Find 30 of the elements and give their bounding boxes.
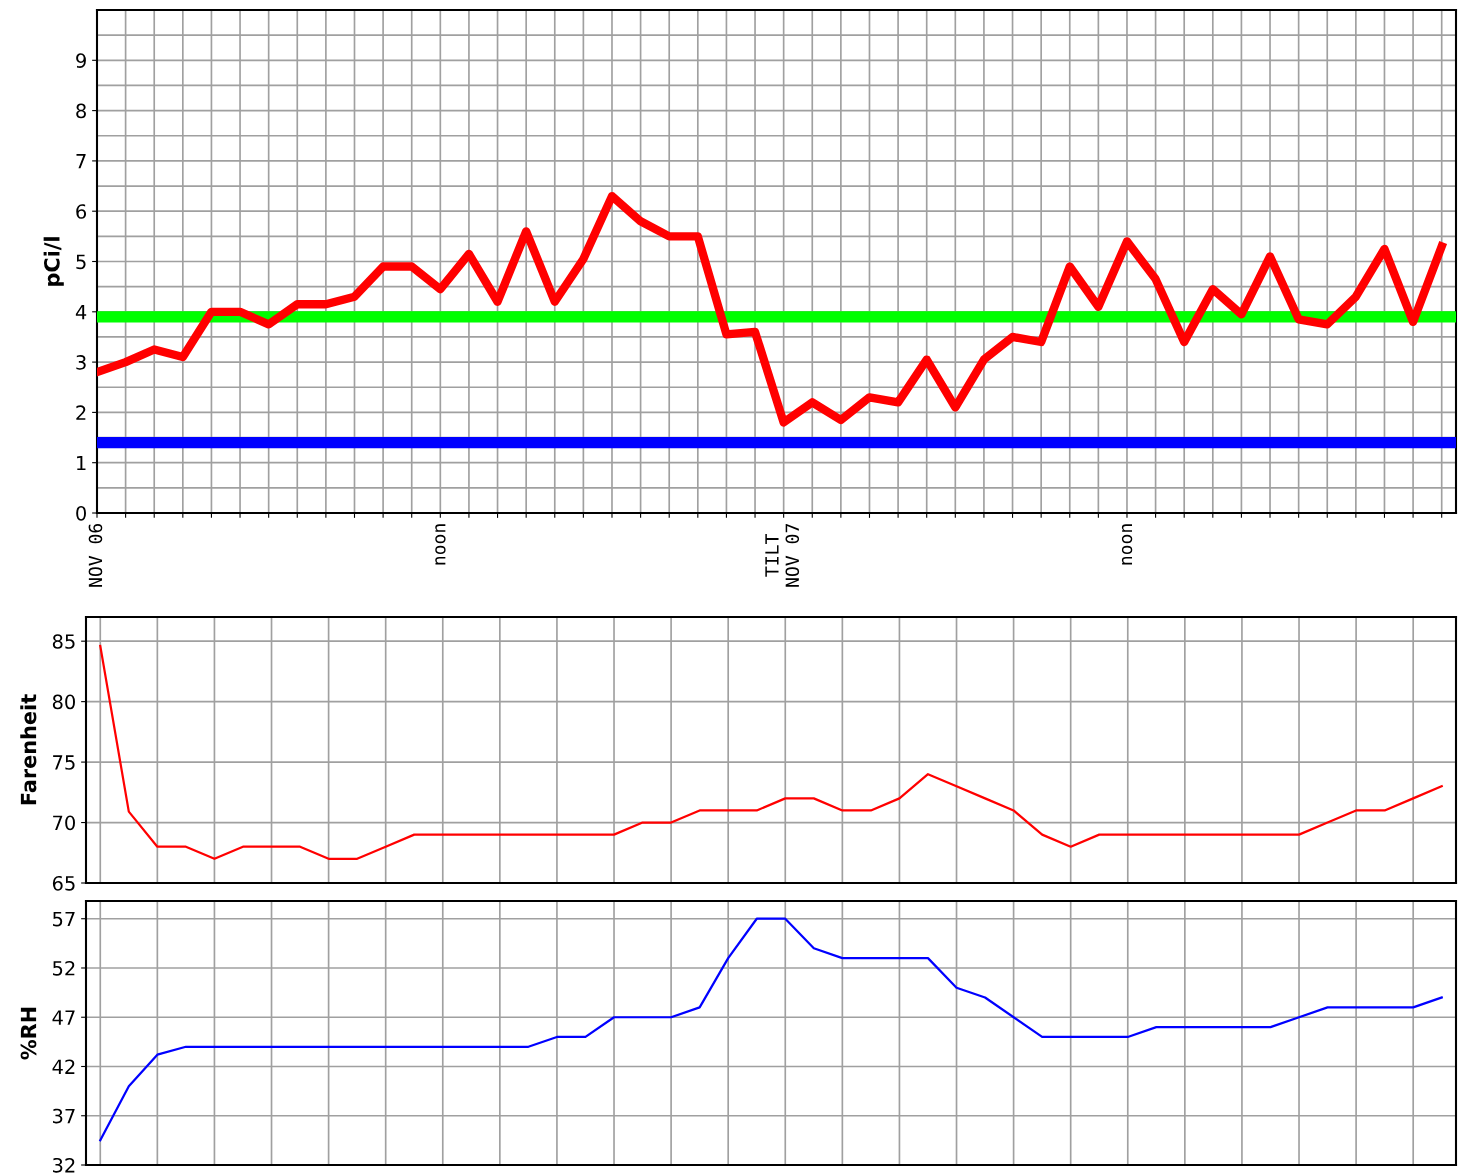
y-axis-title: pCi/l (43, 237, 64, 286)
y-tick-label: 1 (77, 455, 86, 471)
x-tick-label: NOV 06 (88, 523, 103, 587)
y-tick-label: 85 (52, 634, 75, 649)
line-series (99, 644, 1443, 860)
y-axis-title: %RH (20, 1007, 37, 1060)
y-tick-label: 52 (53, 960, 75, 976)
x-tick-label: noon (1121, 524, 1133, 565)
y-tick-label: 57 (53, 911, 75, 927)
y-tick-label: 75 (53, 755, 75, 770)
y-tick-label: 47 (52, 1010, 75, 1025)
y-tick-label: 3 (76, 355, 86, 370)
y-tick-label: 65 (52, 875, 75, 891)
x-tick-label: TILT NOV 07 (765, 524, 800, 587)
y-tick-label: 0 (76, 505, 86, 521)
y-tick-label: 7 (76, 154, 86, 169)
y-axis-title: Farenheit (20, 694, 37, 805)
y-tick-label: 80 (52, 694, 75, 710)
line-series (99, 917, 1443, 1142)
y-tick-label: 4 (75, 305, 87, 320)
y-tick-label: 70 (53, 815, 75, 831)
y-tick-label: 37 (53, 1108, 75, 1124)
y-tick-label: 8 (76, 103, 86, 119)
x-tick-label: noon (435, 524, 446, 565)
y-tick-label: 42 (52, 1059, 75, 1074)
y-tick-label: 9 (76, 53, 86, 68)
y-tick-label: 2 (76, 405, 86, 420)
y-tick-label: 5 (76, 254, 86, 270)
y-tick-label: 32 (53, 1157, 75, 1173)
y-tick-label: 6 (76, 204, 87, 219)
